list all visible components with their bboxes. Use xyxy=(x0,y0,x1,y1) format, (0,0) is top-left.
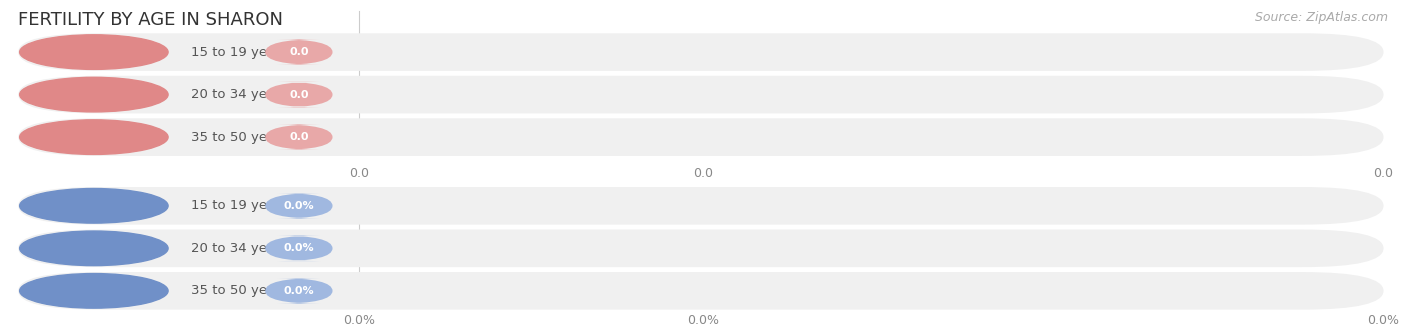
FancyBboxPatch shape xyxy=(18,76,1384,114)
FancyBboxPatch shape xyxy=(266,39,333,65)
Circle shape xyxy=(20,77,169,112)
Text: 0.0: 0.0 xyxy=(290,47,309,57)
FancyBboxPatch shape xyxy=(266,124,333,150)
Text: 20 to 34 years: 20 to 34 years xyxy=(191,88,287,101)
Text: 0.0: 0.0 xyxy=(349,167,370,180)
FancyBboxPatch shape xyxy=(266,82,333,107)
Text: 0.0%: 0.0% xyxy=(284,243,314,253)
Text: 0.0: 0.0 xyxy=(290,132,309,142)
FancyBboxPatch shape xyxy=(18,230,1384,267)
Text: 0.0%: 0.0% xyxy=(343,314,375,327)
Circle shape xyxy=(20,274,169,308)
Text: Source: ZipAtlas.com: Source: ZipAtlas.com xyxy=(1254,11,1388,24)
FancyBboxPatch shape xyxy=(18,118,1384,156)
FancyBboxPatch shape xyxy=(266,193,333,218)
Text: 0.0%: 0.0% xyxy=(284,201,314,211)
Text: 15 to 19 years: 15 to 19 years xyxy=(191,199,287,212)
Text: 15 to 19 years: 15 to 19 years xyxy=(191,46,287,59)
Circle shape xyxy=(20,35,169,69)
FancyBboxPatch shape xyxy=(266,278,333,304)
Text: 0.0: 0.0 xyxy=(693,167,713,180)
FancyBboxPatch shape xyxy=(18,33,1384,71)
Text: 35 to 50 years: 35 to 50 years xyxy=(191,284,287,297)
Circle shape xyxy=(20,231,169,266)
Text: 0.0%: 0.0% xyxy=(284,286,314,296)
Text: 0.0%: 0.0% xyxy=(1368,314,1399,327)
FancyBboxPatch shape xyxy=(266,236,333,261)
Text: 0.0%: 0.0% xyxy=(688,314,718,327)
Circle shape xyxy=(20,120,169,154)
Text: FERTILITY BY AGE IN SHARON: FERTILITY BY AGE IN SHARON xyxy=(18,11,283,29)
FancyBboxPatch shape xyxy=(18,187,1384,225)
Text: 0.0: 0.0 xyxy=(290,90,309,100)
Text: 0.0: 0.0 xyxy=(1374,167,1393,180)
Text: 20 to 34 years: 20 to 34 years xyxy=(191,242,287,255)
Circle shape xyxy=(20,188,169,223)
Text: 35 to 50 years: 35 to 50 years xyxy=(191,131,287,144)
FancyBboxPatch shape xyxy=(18,272,1384,310)
